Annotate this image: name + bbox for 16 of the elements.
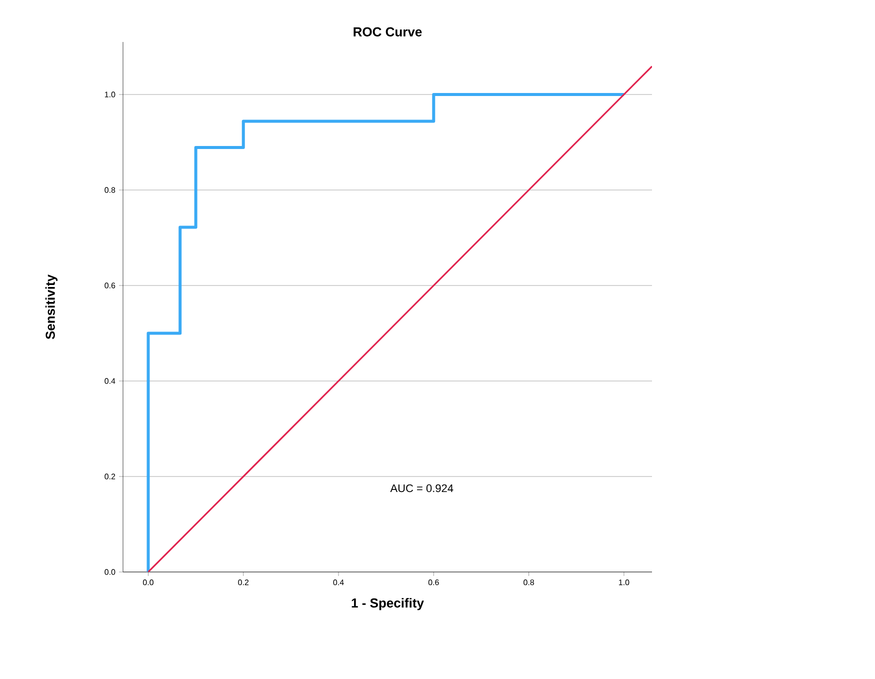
y-tick-label: 0.2 [104, 474, 116, 480]
x-axis-title: 1 - Specifity [352, 598, 424, 610]
x-tick-label: 0.2 [238, 580, 249, 586]
y-tick-label: 0.4 [104, 378, 116, 384]
chart-title: ROC Curve [354, 27, 422, 36]
x-tick-label: 0.0 [142, 580, 154, 586]
annotation: AUC = 0.924 [390, 484, 454, 492]
y-tick-label: 0.6 [104, 282, 116, 288]
x-tick-label: 1.0 [618, 580, 630, 586]
x-tick-label: 0.4 [333, 580, 344, 586]
y-axis-title: Sensitivity [45, 274, 58, 340]
y-tick-label: 1.0 [104, 92, 116, 98]
y-tick-label: 0.0 [104, 569, 116, 575]
x-tick-label: 0.6 [428, 580, 439, 586]
x-tick-label: 0.8 [524, 580, 534, 586]
y-tick-label: 0.8 [104, 187, 116, 193]
